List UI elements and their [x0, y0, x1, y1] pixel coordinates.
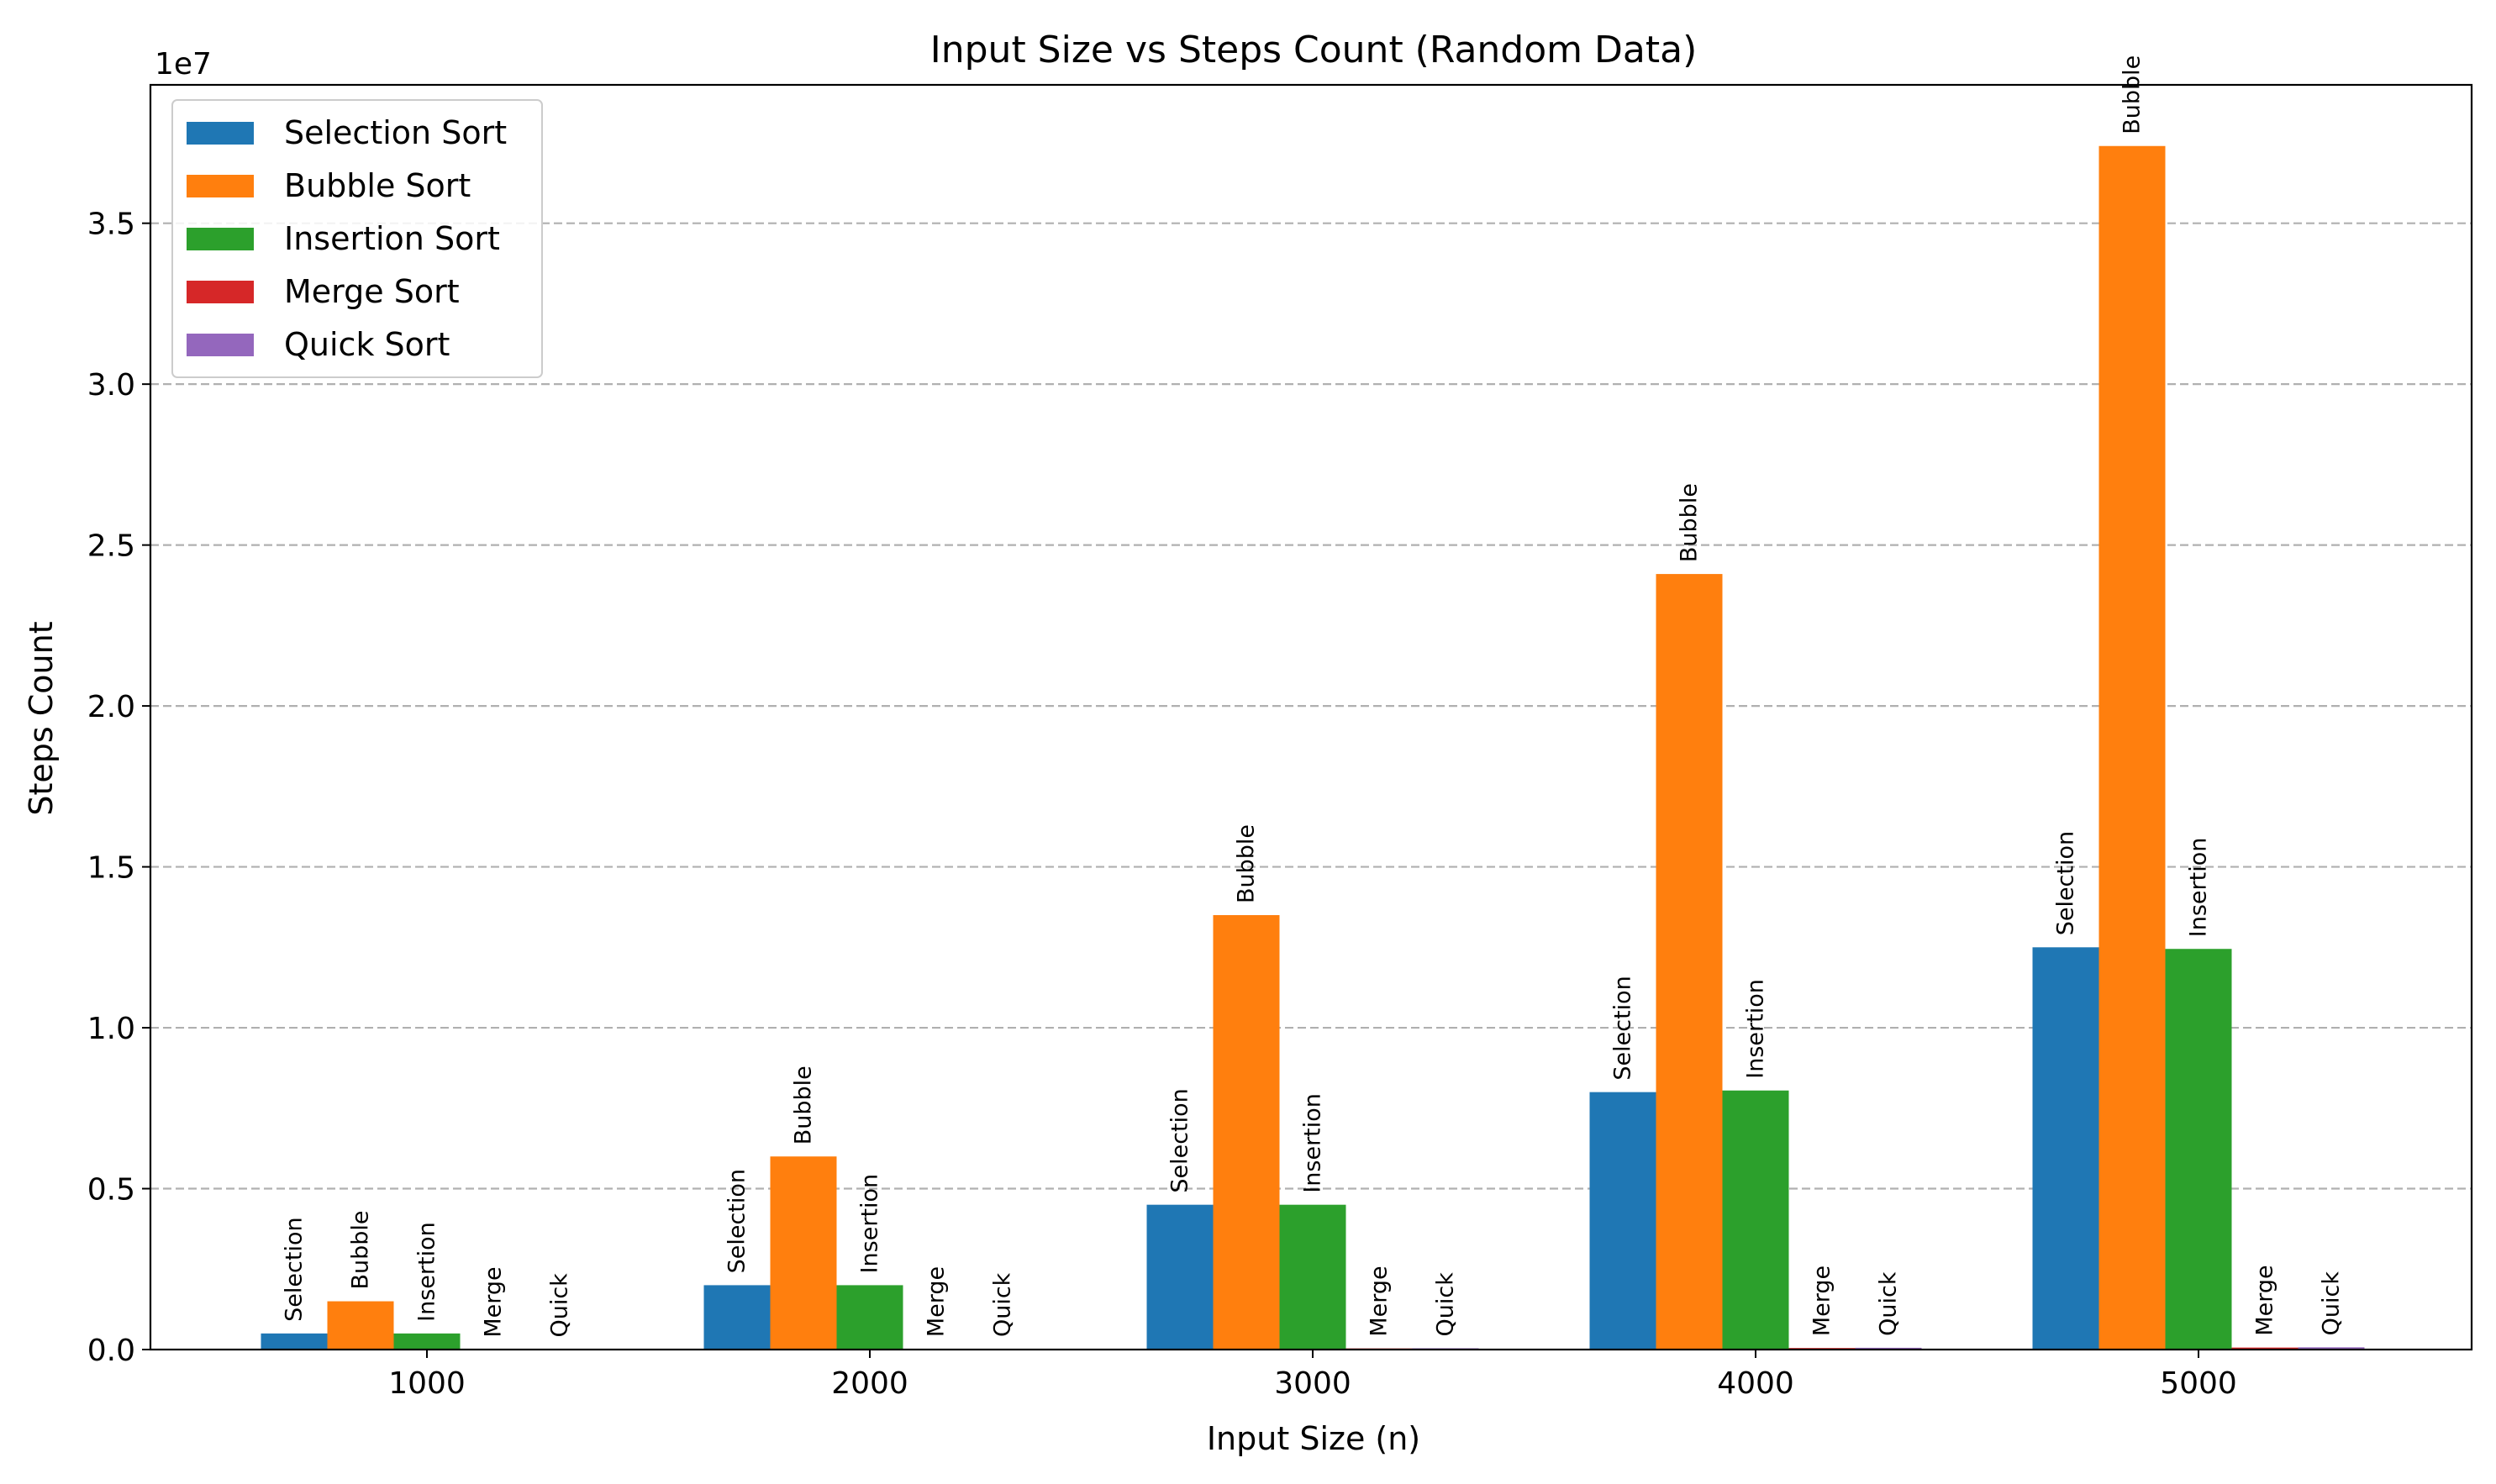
legend-entry: Bubble Sort [284, 167, 471, 204]
y-tick-label: 1.5 [87, 851, 135, 886]
bar-insertion-sort [2165, 949, 2232, 1350]
bars [261, 145, 2365, 1350]
bar-label-selection-sort: Selection [1610, 976, 1636, 1080]
legend: Selection Sort Bubble Sort Insertion Sort M… [171, 99, 543, 378]
bar-merge-sort [2231, 1347, 2299, 1350]
bar-label-bubble-sort: Bubble [791, 1066, 817, 1145]
legend-entry: Merge Sort [284, 273, 460, 310]
bar-insertion-sort [1279, 1204, 1346, 1350]
legend-swatch [187, 281, 254, 303]
bar-bubble-sort [1656, 574, 1723, 1350]
y-offset-label: 1e7 [155, 47, 212, 82]
plot-frame [149, 83, 2473, 1351]
legend-frame [171, 99, 543, 378]
y-axis-label: Steps Count [23, 621, 60, 815]
bar-label-insertion-sort: Insertion [1300, 1093, 1326, 1193]
bar-selection-sort [1146, 1204, 1214, 1350]
x-tick-label: 5000 [2160, 1366, 2237, 1401]
y-tick-label: 3.0 [87, 368, 135, 403]
bar-insertion-sort [1722, 1090, 1789, 1350]
y-axis: 0.0 0.5 1.0 1.5 2.0 2.5 3.0 3.5 [87, 208, 150, 1368]
legend-swatch [187, 175, 254, 197]
bar-label-merge-sort: Merge [1809, 1266, 1835, 1336]
x-tick-label: 1000 [388, 1366, 466, 1401]
bar-label-selection-sort: Selection [724, 1169, 750, 1273]
legend-swatch [187, 334, 254, 356]
bar-insertion-sort [836, 1285, 903, 1350]
bar-selection-sort [261, 1333, 328, 1350]
bar-labels: Selection Selection Selection Selection Sele… [282, 55, 2345, 1338]
y-tick-label: 1.0 [87, 1012, 135, 1046]
bar-bubble-sort [2098, 145, 2166, 1350]
bar-label-insertion-sort: Insertion [2186, 838, 2212, 938]
bar-selection-sort [1589, 1092, 1656, 1350]
bar-label-bubble-sort: Bubble [1677, 483, 1703, 562]
bar-label-merge-sort: Merge [924, 1266, 950, 1337]
bar-label-quick-sort: Quick [990, 1272, 1016, 1337]
bar-label-quick-sort: Quick [2319, 1271, 2345, 1336]
bar-label-insertion-sort: Insertion [857, 1174, 883, 1274]
bar-label-quick-sort: Quick [1876, 1271, 1902, 1336]
legend-entry: Quick Sort [284, 326, 450, 363]
bar-label-merge-sort: Merge [1366, 1266, 1393, 1336]
bar-label-selection-sort: Selection [282, 1217, 308, 1321]
bar-label-insertion-sort: Insertion [1743, 979, 1769, 1079]
x-axis-label: Input Size (n) [1207, 1420, 1420, 1457]
bar-insertion-sort [393, 1333, 461, 1350]
bar-label-quick-sort: Quick [1433, 1272, 1459, 1337]
y-tick-label: 0.0 [87, 1334, 135, 1368]
bar-bubble-sort [1213, 915, 1280, 1350]
bar-selection-sort [2032, 947, 2099, 1350]
bar-label-insertion-sort: Insertion [414, 1222, 440, 1322]
x-tick-label: 3000 [1274, 1366, 1351, 1401]
y-tick-label: 2.5 [87, 529, 135, 564]
bar-selection-sort [703, 1285, 771, 1350]
bar-label-quick-sort: Quick [547, 1273, 573, 1338]
x-axis: 1000 2000 3000 4000 5000 [388, 1350, 2237, 1401]
bar-label-bubble-sort: Bubble [348, 1211, 374, 1290]
bar-label-selection-sort: Selection [1167, 1088, 1193, 1192]
bar-bubble-sort [327, 1301, 394, 1350]
y-tick-label: 2.0 [87, 690, 135, 724]
bar-bubble-sort [770, 1156, 837, 1350]
bar-label-bubble-sort: Bubble [1234, 824, 1260, 903]
bar-label-bubble-sort: Bubble [2119, 55, 2146, 134]
legend-swatch [187, 228, 254, 250]
bar-label-merge-sort: Merge [2252, 1265, 2278, 1335]
bar-quick-sort [2298, 1347, 2365, 1350]
x-tick-label: 2000 [831, 1366, 908, 1401]
chart-title: Input Size vs Steps Count (Random Data) [930, 29, 1697, 71]
x-tick-label: 4000 [1717, 1366, 1794, 1401]
legend-swatch [187, 122, 254, 145]
y-tick-label: 3.5 [87, 208, 135, 242]
y-tick-label: 0.5 [87, 1173, 135, 1208]
legend-entry: Selection Sort [284, 114, 507, 151]
bar-label-selection-sort: Selection [2053, 831, 2079, 935]
legend-entry: Insertion Sort [284, 220, 500, 257]
bar-label-merge-sort: Merge [481, 1266, 507, 1337]
